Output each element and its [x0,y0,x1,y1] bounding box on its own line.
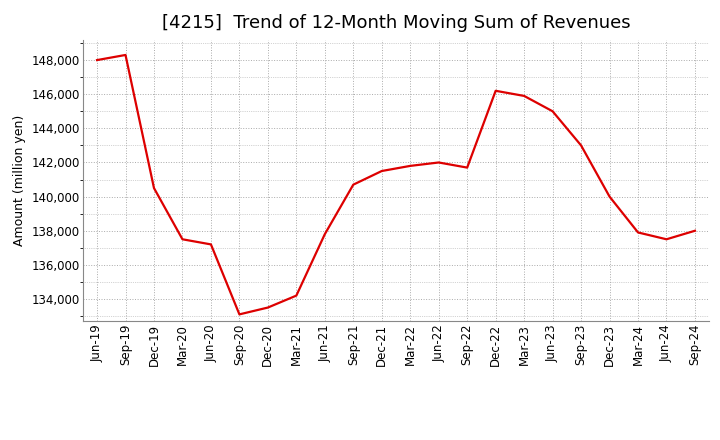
Title: [4215]  Trend of 12-Month Moving Sum of Revenues: [4215] Trend of 12-Month Moving Sum of R… [162,15,630,33]
Y-axis label: Amount (million yen): Amount (million yen) [13,115,26,246]
